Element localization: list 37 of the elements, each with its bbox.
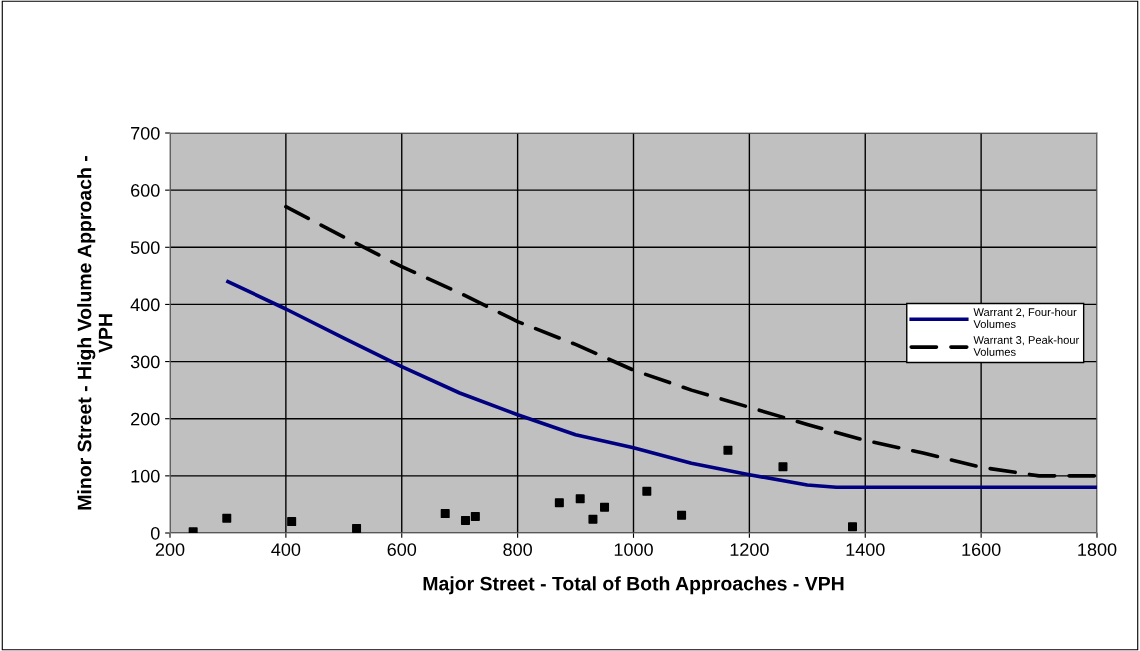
x-tick-label: 1800 [1078, 543, 1117, 556]
x-tick-label: 1600 [962, 543, 1001, 556]
x-tick-label: 600 [387, 543, 417, 556]
y-tick-label: 700 [131, 126, 160, 140]
x-axis-title: Major Street - Total of Both Approaches - VPH [423, 576, 844, 595]
x-tick-label: 1200 [730, 543, 769, 556]
line-series [226, 279, 1097, 490]
point [848, 522, 858, 532]
y-tick-label: 600 [131, 184, 160, 197]
legend-label: Warrant 3, Peak-hour Volumes [973, 335, 1080, 356]
point [600, 502, 610, 512]
y-tick-label: 400 [130, 298, 160, 312]
x-tick-label: 400 [271, 543, 301, 556]
point [642, 486, 652, 496]
y-tick-label: 200 [131, 412, 160, 426]
point [588, 514, 598, 524]
point [222, 513, 232, 523]
point [470, 511, 480, 521]
y-tick-label: 500 [130, 241, 160, 255]
legend-label: Warrant 2, Four-hour Volumes [973, 307, 1077, 329]
y-tick-label: 300 [130, 355, 160, 369]
x-tick-label: 1400 [846, 543, 885, 556]
point [677, 510, 687, 520]
y-tick-label: 0 [150, 526, 160, 540]
point [287, 517, 297, 527]
point [723, 445, 733, 455]
point [575, 494, 585, 504]
point [460, 515, 470, 525]
point [554, 498, 564, 508]
point [778, 462, 788, 472]
x-tick-label: 1000 [614, 543, 653, 556]
point [352, 523, 362, 533]
point [440, 509, 450, 519]
x-tick-label: 800 [503, 543, 532, 556]
y-axis-title: Minor Street - High Volume Approach - VPH [77, 156, 113, 510]
y-tick-label: 100 [131, 469, 160, 483]
x-tick-label: 200 [155, 543, 185, 556]
